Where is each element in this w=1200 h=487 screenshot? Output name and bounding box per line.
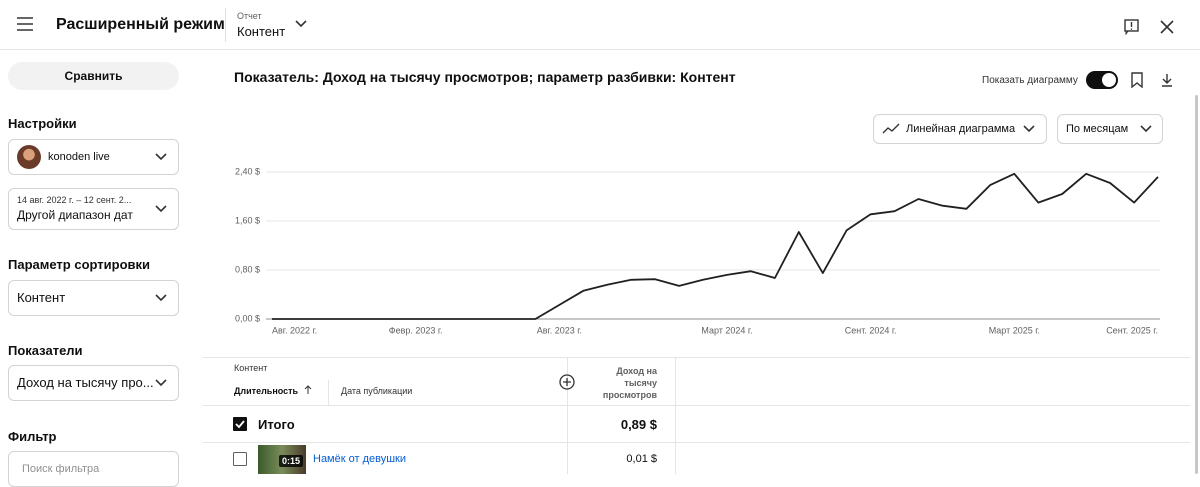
divider bbox=[225, 8, 226, 42]
y-tick-label: 0,80 $ bbox=[235, 264, 260, 274]
report-label: Отчет bbox=[237, 11, 262, 21]
toggle-label: Показать диаграмму bbox=[982, 75, 1078, 86]
compare-button[interactable]: Сравнить bbox=[8, 62, 179, 90]
chart-toggle[interactable] bbox=[1086, 71, 1118, 89]
metrics-value: Доход на тысячу про... bbox=[17, 375, 154, 390]
chart-type: Линейная диаграмма bbox=[906, 123, 1016, 135]
table-border bbox=[203, 405, 1190, 406]
chevron bbox=[295, 20, 307, 28]
topbar-border bbox=[0, 49, 1200, 50]
duration-badge: 0:15 bbox=[279, 455, 304, 467]
period-dropdown[interactable] bbox=[1057, 114, 1163, 144]
section-label: Настройки bbox=[8, 116, 77, 131]
video-link[interactable]: Намёк от девушки bbox=[313, 453, 407, 465]
x-tick-label: Авг. 2022 г. bbox=[272, 325, 317, 335]
report-heading: Показатель: Доход на тысячу просмотров; … bbox=[234, 69, 736, 85]
column-border bbox=[675, 357, 676, 474]
sort-arrow bbox=[304, 385, 312, 394]
x-tick-label: Март 2024 г. bbox=[701, 325, 752, 335]
chart-type-dropdown[interactable] bbox=[873, 114, 1047, 144]
column-header[interactable]: Дата публикации bbox=[341, 386, 413, 396]
channel-dropdown[interactable] bbox=[8, 139, 179, 175]
download-icon[interactable] bbox=[1161, 73, 1173, 87]
date-dropdown[interactable] bbox=[8, 188, 179, 230]
page-title: Расширенный режим bbox=[56, 16, 225, 33]
checkbox-checked[interactable] bbox=[233, 417, 247, 431]
checkbox[interactable] bbox=[233, 452, 247, 466]
menu-icon[interactable] bbox=[16, 16, 34, 32]
table-border bbox=[203, 442, 1190, 443]
app: Расширенный режим Отчет Контент Сравнить… bbox=[0, 8, 1200, 487]
column-header[interactable]: Доход на тысячу просмотров bbox=[602, 366, 657, 400]
total-label: Итого bbox=[258, 417, 295, 432]
column-border bbox=[328, 380, 329, 405]
x-tick-label: Сент. 2025 г. bbox=[1106, 325, 1158, 335]
row-value: 0,01 $ bbox=[626, 453, 657, 465]
x-tick-label: Сент. 2024 г. bbox=[845, 325, 897, 335]
page: Analytics {"header": {"title": "Расширен… bbox=[0, 8, 1200, 487]
chevron bbox=[155, 294, 167, 302]
period: По месяцам bbox=[1066, 123, 1129, 135]
chevron bbox=[155, 205, 167, 213]
close-icon[interactable] bbox=[1160, 20, 1174, 34]
line-chart: 0,00 $ 0,80 $ 1,60 $ 2,40 $ Авг. 2022 г. Февр… bbox=[235, 166, 1160, 335]
feedback-icon[interactable] bbox=[1124, 19, 1140, 35]
chevron bbox=[155, 379, 167, 387]
channel-name: konoden live bbox=[48, 151, 110, 163]
section-label: Параметр сортировки bbox=[8, 257, 151, 272]
x-tick-label: Авг. 2023 г. bbox=[537, 325, 582, 335]
section-label: Показатели bbox=[8, 343, 83, 358]
report-dropdown[interactable]: Контент bbox=[237, 24, 286, 39]
bookmark-icon[interactable] bbox=[1131, 72, 1143, 88]
y-tick-label: 2,40 $ bbox=[235, 166, 260, 176]
data-line bbox=[272, 172, 1159, 320]
metrics-dropdown[interactable] bbox=[8, 365, 179, 401]
column-border bbox=[567, 357, 568, 474]
line-chart-icon bbox=[882, 123, 900, 134]
section-label: Фильтр bbox=[8, 429, 57, 444]
y-tick-label: 0,00 $ bbox=[235, 313, 260, 323]
avatar bbox=[17, 145, 41, 169]
sort-dropdown[interactable] bbox=[8, 280, 179, 316]
x-tick-label: Февр. 2023 г. bbox=[389, 325, 443, 335]
add-column-icon[interactable] bbox=[559, 374, 575, 390]
y-tick-label: 1,60 $ bbox=[235, 215, 260, 225]
date-preset: Другой диапазон дат bbox=[17, 208, 133, 222]
sort-value: Контент bbox=[17, 290, 66, 305]
column-header[interactable]: Длительность bbox=[234, 386, 299, 396]
chevron bbox=[155, 153, 167, 161]
total-value: 0,89 $ bbox=[620, 417, 657, 432]
chevron bbox=[1140, 125, 1152, 133]
table-border bbox=[203, 357, 1190, 358]
group-label: Контент bbox=[234, 363, 268, 373]
date-range: 14 авг. 2022 г. – 12 сент. 2... bbox=[17, 195, 132, 205]
x-tick-label: Март 2025 г. bbox=[989, 325, 1040, 335]
filter-placeholder: Поиск фильтра bbox=[22, 463, 100, 475]
scrollbar bbox=[1195, 95, 1198, 474]
chevron bbox=[1023, 125, 1035, 133]
